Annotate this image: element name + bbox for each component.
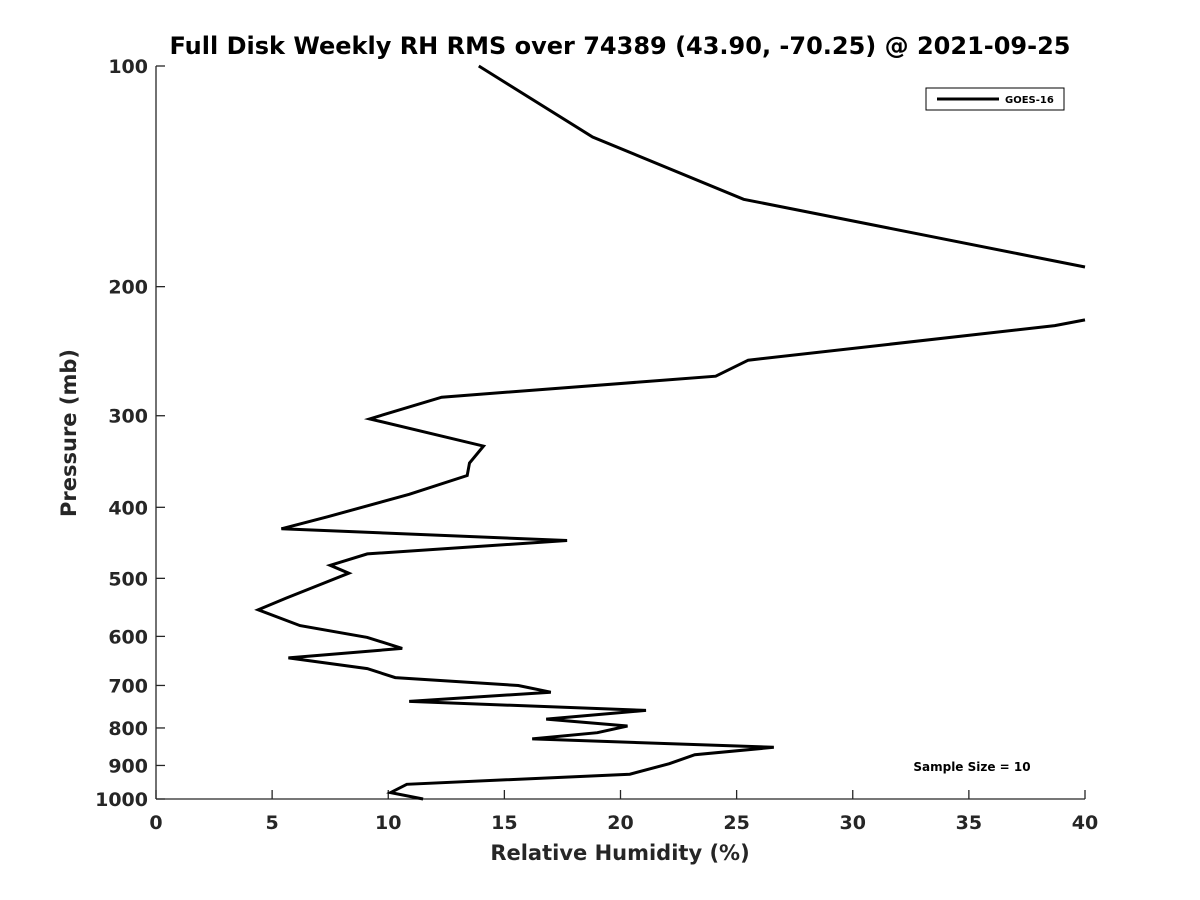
- y-axis-label: Pressure (mb): [57, 349, 81, 517]
- x-tick-label: 40: [1072, 812, 1098, 834]
- x-tick-label: 30: [840, 812, 866, 834]
- series-line-segment: [478, 64, 1086, 269]
- series-layer: [254, 64, 1086, 801]
- legend: GOES-16: [925, 87, 1065, 111]
- x-tick-label: 25: [723, 812, 749, 834]
- plot-axes: [155, 66, 1085, 800]
- x-axis-ticks: 0 5 10 15 20 25 30 35 40: [149, 790, 1098, 834]
- y-tick-label: 400: [108, 497, 148, 519]
- chart-title: Full Disk Weekly RH RMS over 74389 (43.9…: [169, 32, 1070, 60]
- y-tick-label: 100: [108, 56, 148, 78]
- x-tick-label: 20: [607, 812, 633, 834]
- y-axis-ticks: 100 200 300 400 500 600 700 800 900 1000: [95, 56, 165, 811]
- y-tick-label: 600: [108, 626, 148, 648]
- x-tick-label: 10: [375, 812, 401, 834]
- x-tick-label: 35: [956, 812, 982, 834]
- y-tick-label: 500: [108, 568, 148, 590]
- y-tick-label: 900: [108, 755, 148, 777]
- y-tick-label: 200: [108, 277, 148, 299]
- legend-label-goes-16: GOES-16: [1005, 95, 1054, 106]
- x-tick-label: 15: [491, 812, 517, 834]
- x-tick-label: 0: [149, 812, 162, 834]
- x-tick-label: 5: [266, 812, 279, 834]
- y-tick-label: 800: [108, 718, 148, 740]
- y-tick-label: 700: [108, 675, 148, 697]
- x-axis-label: Relative Humidity (%): [490, 841, 749, 865]
- series-line-segment: [254, 318, 1086, 801]
- y-tick-label: 1000: [95, 789, 148, 811]
- sample-size-annotation: Sample Size = 10: [913, 760, 1030, 774]
- y-tick-label: 300: [108, 406, 148, 428]
